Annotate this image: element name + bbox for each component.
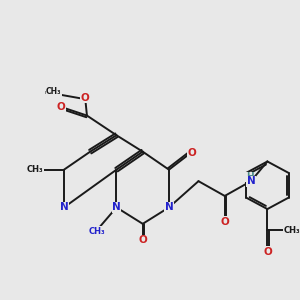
Text: CH₃: CH₃	[283, 226, 300, 235]
Text: N: N	[60, 202, 68, 212]
Text: O: O	[188, 148, 196, 158]
Text: O: O	[263, 247, 272, 256]
Text: methyl: methyl	[44, 90, 62, 95]
Text: N: N	[112, 202, 121, 212]
Text: CH₃: CH₃	[46, 87, 62, 96]
Text: CH₃: CH₃	[26, 165, 43, 174]
Text: O: O	[81, 93, 90, 103]
Text: CH₃: CH₃	[88, 227, 105, 236]
Text: O: O	[220, 217, 229, 227]
Text: O: O	[138, 236, 147, 245]
Text: O: O	[56, 102, 65, 112]
Text: N: N	[247, 176, 255, 186]
Text: H: H	[246, 172, 253, 181]
Text: N: N	[165, 202, 173, 212]
